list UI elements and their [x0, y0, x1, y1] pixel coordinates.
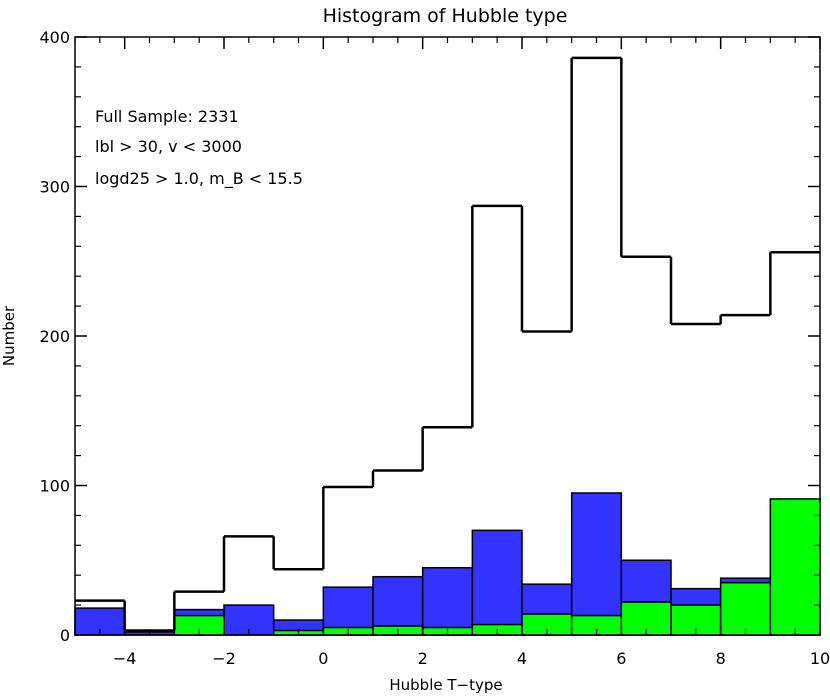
y-axis-label: Number [0, 305, 18, 366]
hist-bar-series1-bin7 [421, 566, 474, 636]
x-tick-label: 10 [810, 649, 830, 668]
annotations-layer: Full Sample: 2331 lbl > 30, v < 3000 log… [95, 107, 303, 189]
hist-bar-series1-bin10 [570, 492, 623, 636]
y-tick-label: 300 [39, 178, 70, 197]
x-tick-label: 4 [517, 649, 527, 668]
hist-bar-series2-bin13 [719, 581, 772, 636]
x-axis-label: Hubble T−type [389, 676, 502, 694]
y-tick-label: 100 [39, 477, 70, 496]
y-tick-label: 200 [39, 327, 70, 346]
x-tick-label: 2 [418, 649, 428, 668]
annotation-size-magnitude: logd25 > 1.0, m_B < 15.5 [95, 169, 303, 189]
x-tick-label: −2 [212, 649, 236, 668]
annotation-full-sample: Full Sample: 2331 [95, 107, 239, 126]
outline-layer [75, 56, 820, 632]
hist-bar-series2-bin14 [769, 498, 821, 636]
bars-layer [74, 492, 821, 636]
x-tick-label: −4 [113, 649, 137, 668]
y-tick-label: 0 [60, 626, 70, 645]
hist-bar-series1-bin8 [471, 529, 523, 636]
plot-frame [74, 36, 821, 636]
x-tick-label: 8 [716, 649, 726, 668]
annotation-latitude-velocity: lbl > 30, v < 3000 [95, 137, 242, 156]
chart-title: Histogram of Hubble type [323, 5, 568, 27]
y-tick-label: 400 [39, 28, 70, 47]
x-tick-label: 6 [616, 649, 626, 668]
x-tick-label: 0 [318, 649, 328, 668]
